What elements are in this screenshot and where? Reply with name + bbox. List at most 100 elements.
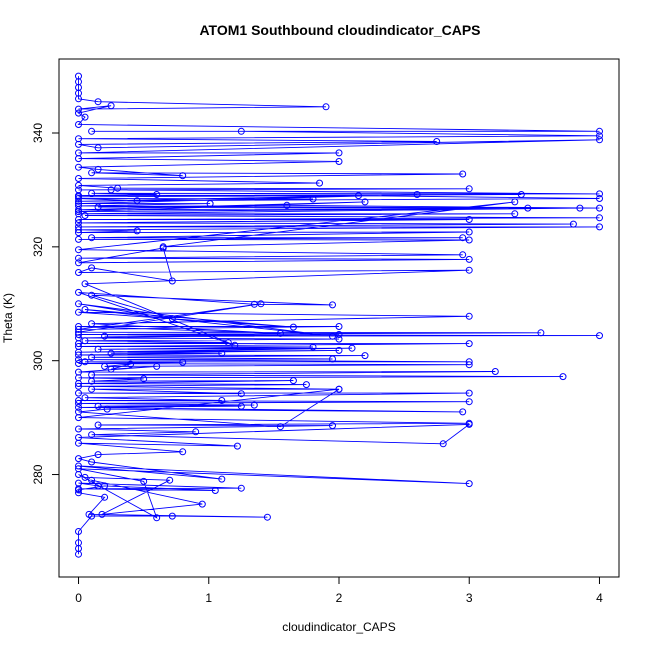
data-point-94	[250, 300, 258, 308]
data-point-117	[335, 335, 343, 343]
data-point-166	[94, 402, 102, 410]
y-tick-label-320: 320	[31, 237, 45, 257]
data-point-101	[289, 323, 297, 331]
data-point-178	[75, 425, 82, 433]
data-point-159	[465, 389, 473, 397]
data-point-82	[459, 251, 467, 259]
y-tick-label-300: 300	[31, 350, 45, 370]
data-point-27	[179, 172, 187, 180]
x-tick-label-0: 0	[75, 591, 82, 605]
data-point-88	[88, 264, 96, 272]
data-point-11	[75, 121, 82, 128]
data-point-162	[75, 397, 82, 404]
data-point-208	[75, 486, 82, 494]
x-tick-label-4: 4	[596, 591, 603, 605]
data-point-56	[596, 204, 603, 212]
data-point-80	[511, 198, 519, 206]
chart-title: ATOM1 Southbound cloudindicator_CAPS	[199, 22, 480, 38]
data-point-25	[75, 163, 82, 171]
data-point-54	[94, 203, 102, 211]
data-point-172	[276, 423, 284, 431]
data-point-139	[465, 361, 473, 369]
data-point-78	[465, 236, 473, 244]
data-point-160	[81, 394, 89, 402]
data-point-174	[75, 414, 82, 422]
data-point-190	[218, 475, 226, 483]
data-point-163	[465, 398, 473, 406]
data-point-4	[75, 95, 82, 103]
series-line-0	[77, 76, 600, 555]
y-axis-label: Theta (K)	[1, 293, 15, 343]
data-point-212	[263, 513, 271, 521]
data-point-22	[335, 149, 343, 157]
data-point-63	[81, 212, 89, 219]
data-point-210	[101, 493, 109, 501]
data-point-30	[75, 175, 82, 182]
data-point-90	[465, 266, 473, 274]
data-point-102	[75, 308, 82, 316]
data-point-5	[94, 98, 102, 106]
data-point-66	[465, 216, 473, 223]
data-point-195	[153, 514, 161, 522]
data-point-132	[88, 353, 96, 361]
data-point-141	[127, 360, 135, 368]
data-point-49	[413, 191, 421, 198]
data-point-65	[75, 216, 82, 223]
data-point-201	[88, 476, 96, 484]
data-point-156	[88, 385, 96, 393]
data-point-136	[81, 358, 89, 366]
data-point-198	[166, 476, 174, 484]
data-point-170	[103, 405, 111, 413]
data-point-213	[168, 512, 176, 520]
y-tick-label-340: 340	[31, 123, 45, 143]
data-point-138	[75, 360, 82, 367]
series-group	[75, 72, 603, 558]
data-point-192	[465, 480, 473, 488]
data-point-14	[237, 127, 245, 135]
data-point-72	[133, 227, 141, 235]
data-point-105	[276, 329, 284, 337]
data-point-121	[465, 340, 473, 348]
data-point-129	[218, 349, 226, 357]
data-point-124	[94, 345, 102, 353]
data-point-8	[107, 102, 115, 110]
data-point-177	[329, 422, 336, 430]
data-point-130	[75, 351, 82, 359]
data-point-104	[88, 320, 96, 328]
data-point-167	[237, 402, 245, 410]
data-point-131	[361, 352, 369, 360]
data-point-112	[75, 331, 82, 338]
data-point-60	[576, 204, 584, 212]
data-point-84	[465, 255, 473, 263]
data-point-41	[517, 191, 525, 198]
data-point-111	[537, 329, 545, 337]
data-point-185	[75, 439, 82, 447]
data-point-151	[289, 377, 297, 385]
data-point-204	[237, 484, 245, 492]
y-axis: 280 300 320 340	[31, 123, 59, 485]
data-point-7	[75, 105, 82, 113]
data-point-18	[75, 140, 82, 148]
data-point-158	[75, 389, 82, 397]
data-point-34	[465, 185, 473, 193]
data-point-92	[231, 341, 239, 349]
data-point-45	[133, 197, 141, 205]
data-point-196	[75, 471, 82, 478]
data-point-70	[596, 223, 603, 231]
data-point-107	[335, 323, 343, 330]
data-point-164	[75, 399, 82, 407]
data-point-74	[465, 228, 473, 236]
data-point-169	[459, 408, 467, 416]
data-point-184	[233, 442, 241, 450]
data-point-67	[75, 219, 82, 227]
data-point-207	[101, 482, 109, 490]
data-point-135	[465, 358, 473, 366]
data-point-71	[75, 226, 82, 234]
data-point-188	[75, 455, 82, 463]
data-point-29	[459, 170, 467, 178]
data-point-98	[75, 300, 82, 308]
data-point-180	[88, 431, 96, 439]
data-point-47	[309, 195, 317, 203]
data-point-191	[75, 462, 82, 470]
